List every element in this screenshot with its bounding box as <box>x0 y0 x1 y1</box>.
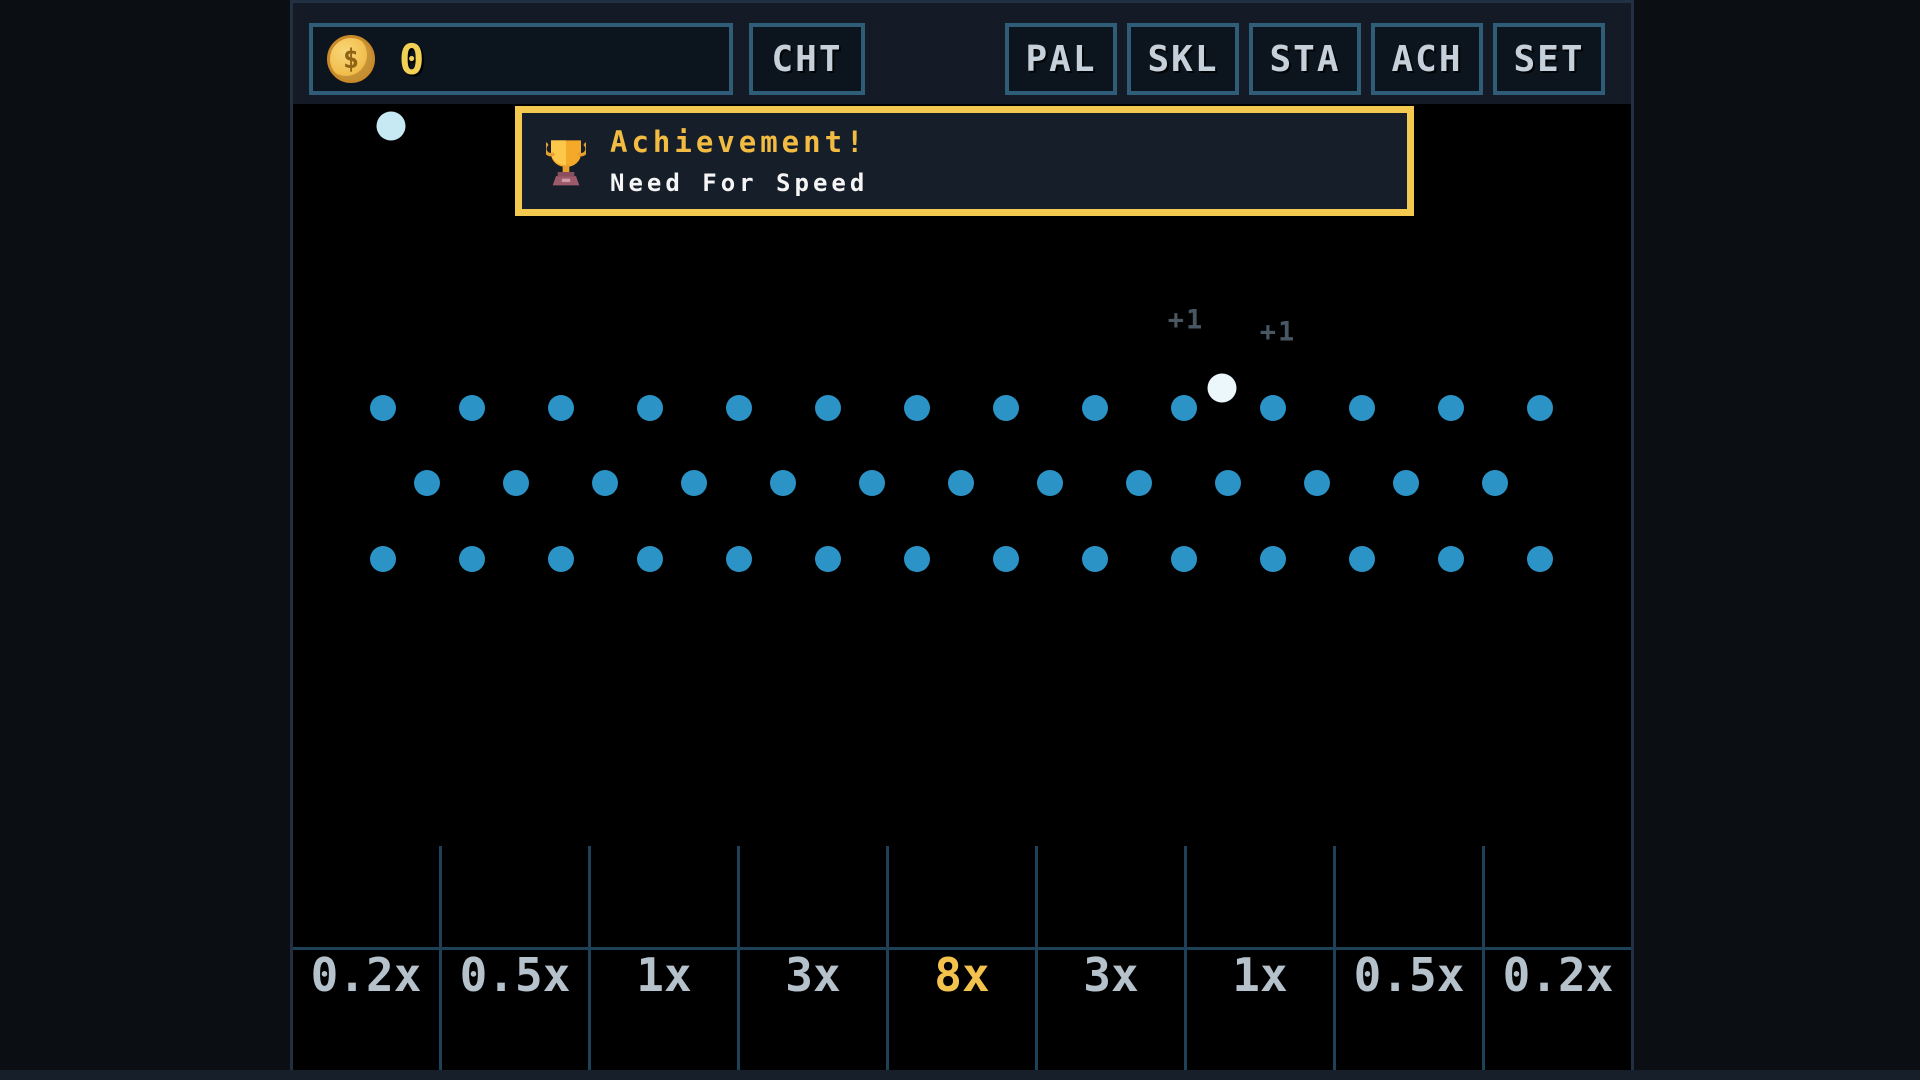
balance-display: $ 0 <box>309 23 733 95</box>
peg <box>815 395 841 421</box>
peg <box>503 470 529 496</box>
multiplier-slot: 0.5x <box>1333 846 1482 1073</box>
achievements-button[interactable]: ACH <box>1371 23 1483 95</box>
achievement-toast: Achievement! Need For Speed <box>515 106 1414 216</box>
peg <box>1304 470 1330 496</box>
peg <box>1215 470 1241 496</box>
peg <box>815 546 841 572</box>
peg <box>1260 546 1286 572</box>
peg <box>1082 395 1108 421</box>
peg <box>1482 470 1508 496</box>
game-panel: $ 0 CHT PAL SKL STA ACH SET Achievement!… <box>290 0 1634 1073</box>
peg <box>459 395 485 421</box>
peg <box>548 546 574 572</box>
peg <box>681 470 707 496</box>
bottom-strip <box>0 1070 1920 1080</box>
multiplier-slot: 0.5x <box>439 846 588 1073</box>
peg <box>993 395 1019 421</box>
peg <box>1037 470 1063 496</box>
peg <box>904 395 930 421</box>
multiplier-slot: 0.2x <box>1482 846 1631 1073</box>
multiplier-slot: 1x <box>1184 846 1333 1073</box>
peg <box>904 546 930 572</box>
multiplier-label: 8x <box>934 948 990 1002</box>
multiplier-label: 0.2x <box>1502 948 1614 1002</box>
multiplier-slot: 0.2x <box>293 846 439 1073</box>
multiplier-slot: 3x <box>1035 846 1184 1073</box>
peg <box>1126 470 1152 496</box>
pals-button[interactable]: PAL <box>1005 23 1117 95</box>
top-bar: $ 0 CHT PAL SKL STA ACH SET <box>293 3 1631 104</box>
peg <box>1527 546 1553 572</box>
achievement-title: Need For Speed <box>610 169 869 197</box>
peg <box>637 395 663 421</box>
peg <box>459 546 485 572</box>
peg <box>1260 395 1286 421</box>
multiplier-slot: 8x <box>886 846 1035 1073</box>
peg <box>726 395 752 421</box>
peg <box>993 546 1019 572</box>
multiplier-label: 0.5x <box>1353 948 1465 1002</box>
multiplier-label: 3x <box>1083 948 1139 1002</box>
peg <box>370 395 396 421</box>
peg <box>548 395 574 421</box>
multiplier-top-line <box>293 947 1631 950</box>
dollar-coin-icon: $ <box>327 35 375 83</box>
playfield[interactable]: +1 +1 <box>293 104 1631 846</box>
peg <box>948 470 974 496</box>
peg <box>592 470 618 496</box>
peg <box>1171 546 1197 572</box>
peg <box>414 470 440 496</box>
peg <box>370 546 396 572</box>
peg <box>859 470 885 496</box>
floating-plus-one-text: +1 <box>1167 304 1205 336</box>
peg <box>1349 395 1375 421</box>
skills-button[interactable]: SKL <box>1127 23 1239 95</box>
ball <box>376 111 406 141</box>
peg <box>1082 546 1108 572</box>
multiplier-bar: 0.2x 0.5x 1x 3x 8x 3x 1x 0.5x 0.2x <box>293 846 1631 1073</box>
multiplier-label: 0.5x <box>459 948 571 1002</box>
balance-value: 0 <box>399 34 425 84</box>
multiplier-label: 1x <box>636 948 692 1002</box>
multiplier-slot: 1x <box>588 846 737 1073</box>
peg <box>1438 395 1464 421</box>
achievement-heading: Achievement! <box>610 125 868 159</box>
stats-button[interactable]: STA <box>1249 23 1361 95</box>
multiplier-slot: 3x <box>737 846 886 1073</box>
peg <box>1527 395 1553 421</box>
ball <box>1207 373 1237 403</box>
multiplier-label: 1x <box>1232 948 1288 1002</box>
multiplier-label: 3x <box>785 948 841 1002</box>
multiplier-label: 0.2x <box>310 948 422 1002</box>
peg <box>1438 546 1464 572</box>
peg <box>726 546 752 572</box>
peg <box>637 546 663 572</box>
peg <box>770 470 796 496</box>
settings-button[interactable]: SET <box>1493 23 1605 95</box>
trophy-icon <box>546 140 586 186</box>
floating-plus-one-text: +1 <box>1259 316 1297 348</box>
peg <box>1171 395 1197 421</box>
peg <box>1349 546 1375 572</box>
peg <box>1393 470 1419 496</box>
chat-button[interactable]: CHT <box>749 23 865 95</box>
